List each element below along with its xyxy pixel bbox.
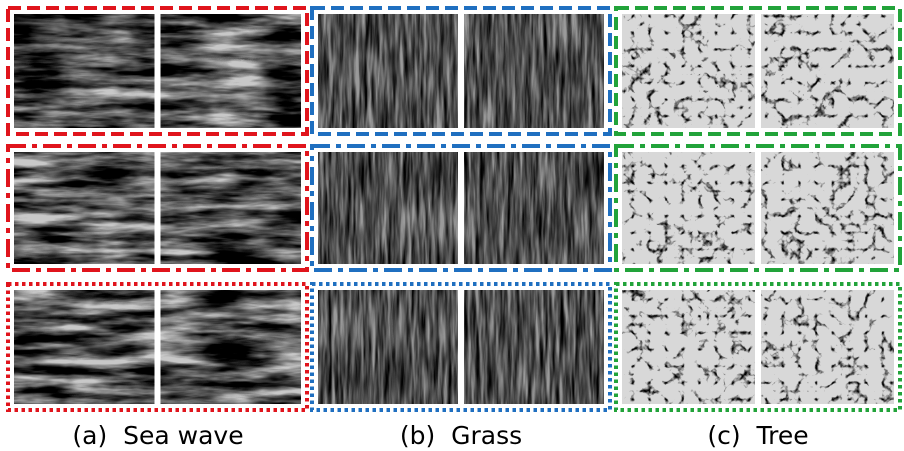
image-texture [761,290,894,404]
image-texture [161,290,302,404]
page: {"captions": ["(a) Sea wave", "(b) Grass… [0,0,904,451]
image-texture [14,14,155,128]
image-texture [622,14,755,128]
image-texture [318,290,458,404]
image-texture [464,290,604,404]
image-texture [761,14,894,128]
image-texture [318,14,458,128]
image-texture [622,290,755,404]
caption: (b) Grass [400,421,522,450]
image-texture [14,290,155,404]
image-texture [318,152,458,264]
image-texture [761,152,894,264]
image-texture [464,14,604,128]
image-texture [622,152,755,264]
image-texture [14,152,155,264]
image-texture [464,152,604,264]
caption: (a) Sea wave [72,421,243,450]
image-texture [161,152,302,264]
image-texture [161,14,302,128]
figure: (a) Sea wave (b) Grass (c) Tree [0,0,904,451]
caption: (c) Tree [707,421,808,450]
